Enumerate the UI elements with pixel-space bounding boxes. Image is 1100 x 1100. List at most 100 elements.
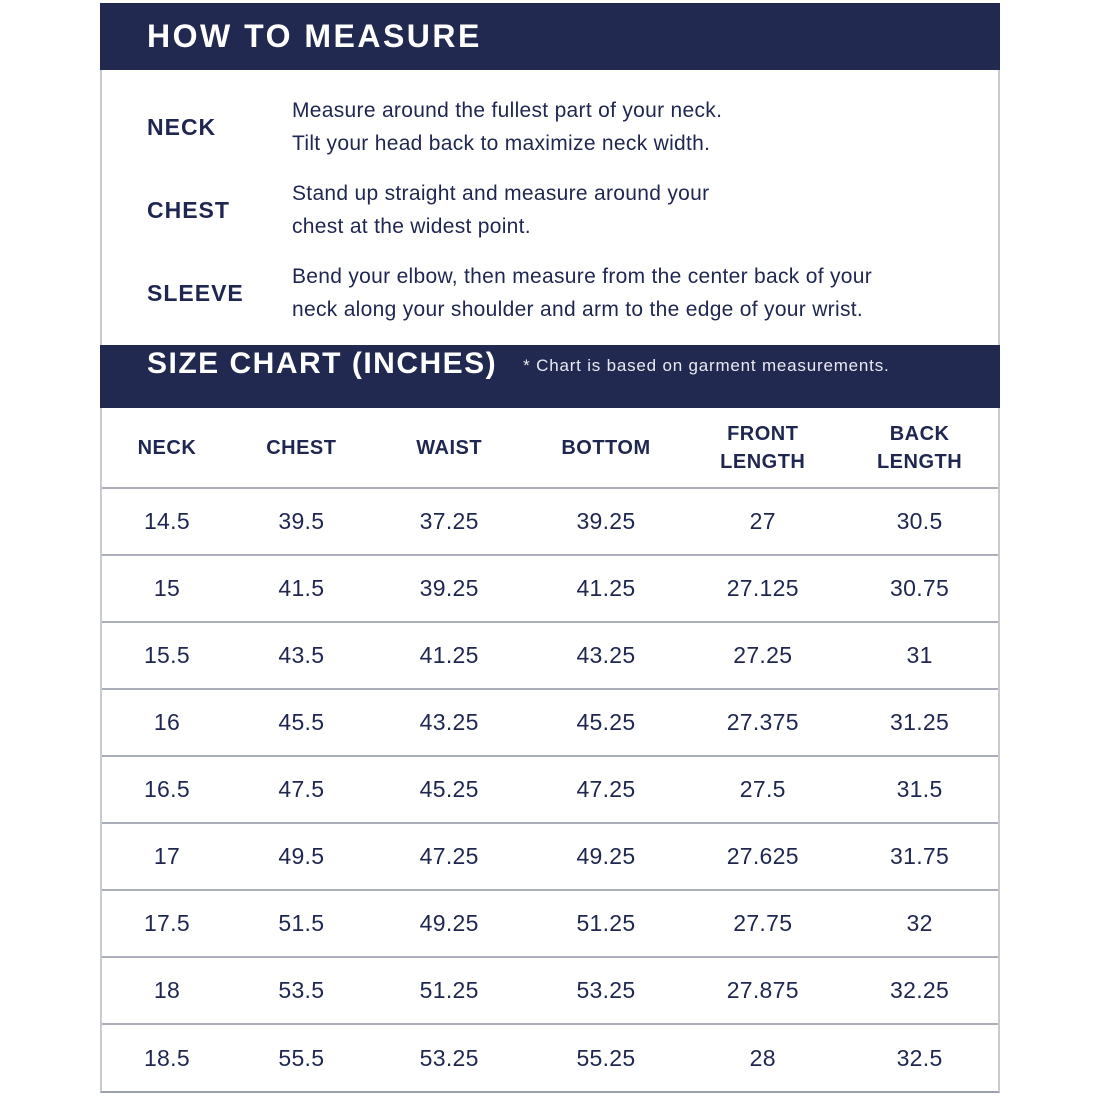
table-cell: 27.5 — [739, 776, 786, 802]
table-cell: 27.25 — [733, 642, 793, 668]
table-cell: 51.25 — [419, 977, 479, 1003]
how-to-measure-banner: HOW TO MEASURE — [100, 3, 1000, 70]
table-cell: 39.25 — [419, 575, 479, 601]
column-header: BOTTOM — [528, 408, 685, 488]
table-cell: 30.75 — [890, 575, 950, 601]
measure-item-sleeve: SLEEVE Bend your elbow, then measure fro… — [102, 260, 998, 326]
table-header-row: NECK CHEST WAIST BOTTOM FRONT LENGTH BACK LEN… — [102, 408, 998, 488]
table-cell: 32 — [906, 910, 933, 936]
table-cell: 53.25 — [419, 1044, 479, 1071]
table-cell: 53.25 — [576, 977, 636, 1003]
table-cell: 55.5 — [278, 1044, 325, 1071]
measure-description-sleeve: Bend your elbow, then measure from the c… — [292, 260, 872, 326]
table-cell: 43.5 — [278, 642, 325, 668]
table-cell: 43.25 — [419, 709, 479, 735]
table-cell: 47.5 — [278, 776, 325, 802]
table-cell: 49.25 — [576, 843, 636, 869]
table-cell: 18 — [153, 977, 181, 1003]
table-cell: 27.375 — [726, 709, 799, 735]
table-cell: 17.5 — [143, 910, 190, 936]
table-cell: 31.5 — [896, 776, 943, 802]
column-header-label: BOTTOM — [561, 436, 651, 459]
size-guide-content: HOW TO MEASURE NECK Measure around the f… — [100, 3, 1000, 1093]
table-cell: 37.25 — [419, 508, 479, 534]
column-header: NECK — [102, 408, 232, 488]
table-cell: 47.25 — [576, 776, 636, 802]
table-cell: 49.25 — [419, 910, 479, 936]
measure-instructions: NECK Measure around the fullest part of … — [102, 70, 998, 345]
table-cell: 39.5 — [278, 508, 325, 534]
table-cell: 32.25 — [890, 977, 950, 1003]
table-cell: 39.25 — [576, 508, 636, 534]
table-cell: 14.5 — [143, 508, 190, 534]
table-cell: 41.5 — [278, 575, 325, 601]
column-header-label: BACK LENGTH — [876, 422, 963, 473]
table-cell: 18.5 — [143, 1044, 190, 1071]
table-cell: 51.25 — [576, 910, 636, 936]
size-chart-title: SIZE CHART (INCHES) — [147, 347, 498, 380]
column-header-label: WAIST — [416, 436, 483, 459]
column-header: CHEST — [232, 408, 371, 488]
column-header: BACK LENGTH — [841, 408, 998, 488]
size-table-body: 14.5 39.5 37.25 39.25 27 30.5 15 41.5 39.25 41.25… — [102, 488, 998, 1091]
table-cell: 27.125 — [726, 575, 799, 601]
table-cell: 45.25 — [576, 709, 636, 735]
measure-item-neck: NECK Measure around the fullest part of … — [102, 94, 998, 160]
table-row: 16 45.5 43.25 45.25 27.375 31.25 — [102, 689, 998, 756]
table-cell: 27.625 — [726, 843, 799, 869]
table-cell: 31 — [906, 642, 933, 668]
table-cell: 53.5 — [278, 977, 325, 1003]
table-cell: 31.75 — [890, 843, 950, 869]
table-cell: 17 — [153, 843, 181, 869]
column-header-label: FRONT LENGTH — [720, 422, 806, 473]
measure-description-line: Measure around the fullest part of your … — [292, 99, 723, 122]
size-chart-banner: SIZE CHART (INCHES) * Chart is based on … — [100, 345, 1000, 408]
table-row: 15 41.5 39.25 41.25 27.125 30.75 — [102, 555, 998, 622]
table-cell: 30.5 — [896, 508, 943, 534]
size-chart-note: * Chart is based on garment measurements… — [523, 356, 890, 375]
table-cell: 16.5 — [143, 776, 190, 802]
table-cell: 15.5 — [143, 642, 190, 668]
table-cell: 43.25 — [576, 642, 636, 668]
table-cell: 28 — [749, 1044, 776, 1071]
column-header-label: CHEST — [266, 436, 337, 459]
table-row: 17.5 51.5 49.25 51.25 27.75 32 — [102, 890, 998, 957]
measure-label-chest: CHEST — [147, 196, 230, 223]
table-cell: 27.75 — [733, 910, 793, 936]
table-cell: 15 — [153, 575, 181, 601]
measure-description-line: chest at the widest point. — [292, 215, 531, 238]
table-row: 16.5 47.5 45.25 47.25 27.5 31.5 — [102, 756, 998, 823]
table-cell: 45.5 — [278, 709, 325, 735]
table-cell: 27 — [749, 508, 776, 534]
size-table-head: NECK CHEST WAIST BOTTOM FRONT LENGTH BACK LEN… — [102, 408, 998, 488]
table-row: 18 53.5 51.25 53.25 27.875 32.25 — [102, 957, 998, 1024]
measure-item-chest: CHEST Stand up straight and measure arou… — [102, 177, 998, 243]
table-cell: 51.5 — [278, 910, 325, 936]
measure-description-line: Tilt your head back to maximize neck wid… — [292, 132, 711, 155]
table-cell: 16 — [153, 709, 181, 735]
measure-description-line: Stand up straight and measure around you… — [292, 182, 710, 205]
table-cell: 47.25 — [419, 843, 479, 869]
table-cell: 32.5 — [896, 1044, 943, 1071]
table-cell: 55.25 — [576, 1044, 636, 1071]
size-table: NECK CHEST WAIST BOTTOM FRONT LENGTH BACK LEN… — [102, 408, 998, 1091]
table-cell: 31.25 — [890, 709, 950, 735]
table-row: 14.5 39.5 37.25 39.25 27 30.5 — [102, 488, 998, 555]
measure-description-line: Bend your elbow, then measure from the c… — [292, 265, 873, 288]
measure-description-line: neck along your shoulder and arm to the … — [292, 298, 864, 321]
column-header: FRONT LENGTH — [684, 408, 841, 488]
table-cell: 27.875 — [726, 977, 799, 1003]
table-row: 15.5 43.5 41.25 43.25 27.25 31 — [102, 622, 998, 689]
measure-label-neck: NECK — [147, 113, 217, 140]
table-cell: 49.5 — [278, 843, 325, 869]
measure-label-sleeve: SLEEVE — [147, 279, 244, 306]
table-cell: 41.25 — [576, 575, 636, 601]
how-to-measure-title: HOW TO MEASURE — [147, 18, 482, 54]
table-cell: 45.25 — [419, 776, 479, 802]
table-row: 17 49.5 47.25 49.25 27.625 31.75 — [102, 823, 998, 890]
table-row: 18.5 55.5 53.25 55.25 28 32.5 — [102, 1024, 998, 1091]
table-cell: 41.25 — [419, 642, 479, 668]
column-header-label: NECK — [137, 436, 197, 459]
measure-description-chest: Stand up straight and measure around you… — [292, 177, 709, 243]
